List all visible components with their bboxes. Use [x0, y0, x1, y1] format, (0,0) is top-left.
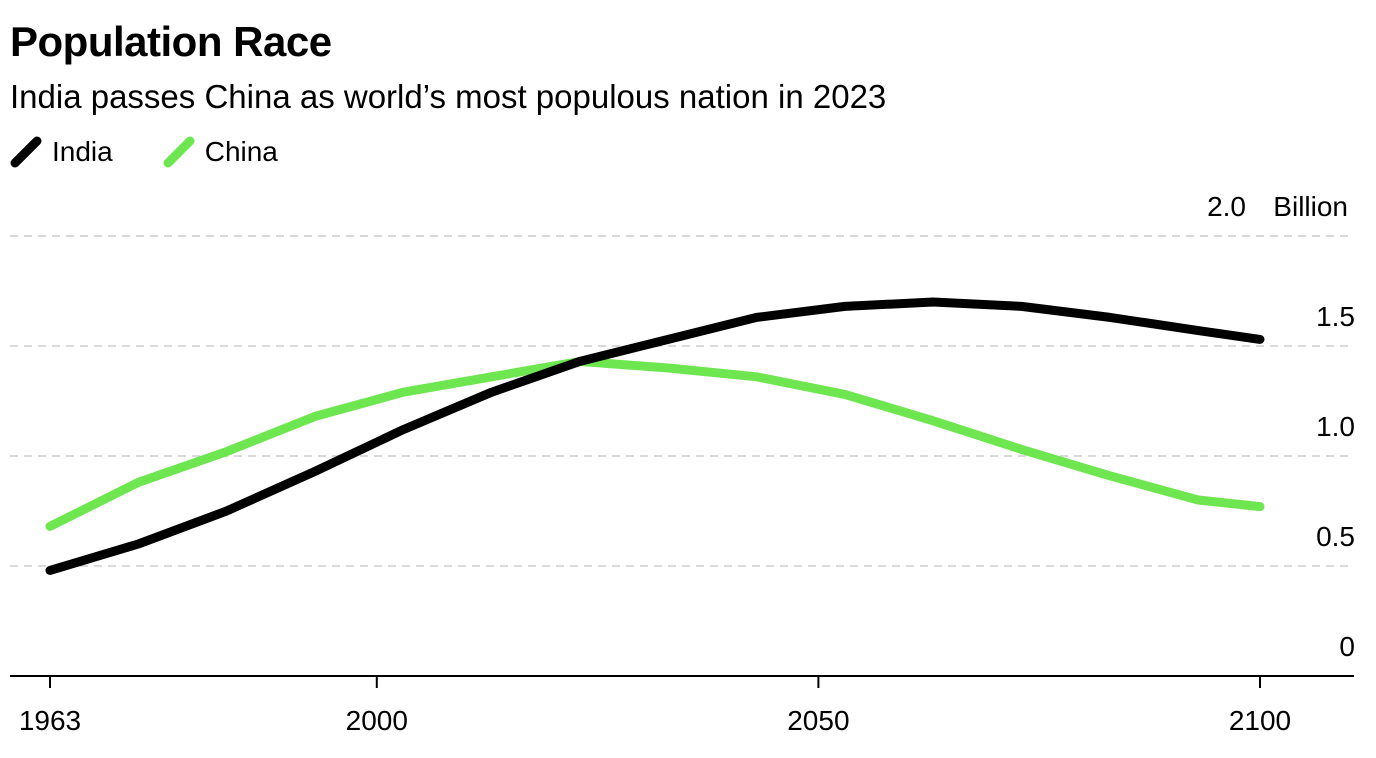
series-line-china	[45, 356, 1265, 531]
x-tick-label: 2100	[1229, 705, 1291, 736]
y-axis-labels: 0 0.5 1.0 1.5 2.0 Billion	[1207, 191, 1355, 662]
series-line-india	[45, 297, 1265, 575]
chart-subtitle: India passes China as world’s most popul…	[10, 78, 887, 115]
y-tick-label: 0	[1339, 631, 1355, 662]
y-tick-label: 0.5	[1316, 521, 1355, 552]
x-tick-label: 2000	[346, 705, 408, 736]
y-unit-label: Billion	[1273, 191, 1348, 222]
y-tick-label: 2.0	[1207, 191, 1246, 222]
legend: India China	[10, 136, 328, 168]
y-tick-label: 1.0	[1316, 411, 1355, 442]
legend-item-india: India	[10, 136, 113, 168]
y-tick-label: 1.5	[1316, 301, 1355, 332]
legend-label-china: China	[204, 136, 278, 167]
legend-swatch-india	[10, 136, 42, 168]
series-lines	[45, 297, 1265, 575]
chart-title: Population Race	[10, 18, 332, 65]
x-tick-label: 2050	[787, 705, 849, 736]
legend-item-china: China	[163, 136, 278, 168]
x-tick-label: 1963	[19, 705, 81, 736]
x-axis: 1963 2000 2050 2100	[10, 675, 1354, 736]
legend-swatch-china	[163, 136, 195, 168]
legend-label-india: India	[52, 136, 113, 167]
